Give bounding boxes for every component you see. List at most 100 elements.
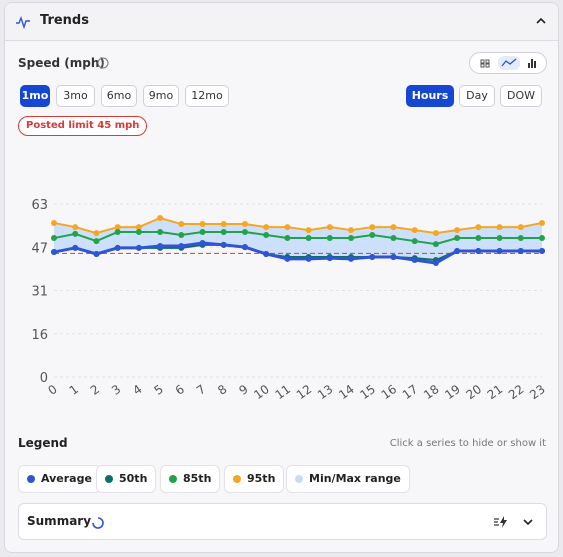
x-tick-label: 15 bbox=[357, 382, 378, 402]
y-tick-label: 63 bbox=[31, 198, 48, 213]
x-tick-label: 17 bbox=[400, 382, 421, 402]
series-point bbox=[326, 224, 333, 231]
series-point bbox=[517, 224, 524, 231]
x-tick-label: 1 bbox=[67, 382, 81, 398]
legend-swatch bbox=[295, 475, 303, 483]
summary-box[interactable]: Summary bbox=[18, 503, 547, 540]
series-point bbox=[51, 249, 57, 256]
series-point bbox=[305, 255, 312, 262]
spinner bbox=[92, 517, 104, 529]
series-point bbox=[199, 239, 206, 246]
series-point bbox=[72, 224, 79, 231]
x-tick-label: 3 bbox=[109, 382, 123, 398]
series-point bbox=[93, 238, 100, 245]
series-point bbox=[305, 235, 312, 242]
series-point bbox=[390, 235, 397, 242]
series-point bbox=[432, 241, 439, 248]
series-point bbox=[475, 247, 482, 254]
legend-swatch bbox=[169, 475, 177, 483]
legend-item[interactable]: Average bbox=[18, 465, 101, 493]
series-point bbox=[93, 230, 100, 237]
range-button[interactable]: 12mo bbox=[185, 85, 229, 107]
y-tick-label: 16 bbox=[31, 328, 48, 343]
x-tick-label: 19 bbox=[442, 382, 463, 402]
y-tick-label: 47 bbox=[31, 241, 48, 256]
quick-icon[interactable] bbox=[493, 515, 509, 529]
series-line bbox=[53, 241, 542, 265]
series-point bbox=[51, 235, 57, 242]
series-point bbox=[241, 221, 248, 228]
x-tick-label: 6 bbox=[173, 382, 187, 398]
series-point bbox=[411, 238, 418, 245]
legend-item[interactable]: Min/Max range bbox=[286, 465, 410, 493]
series-point bbox=[517, 235, 524, 242]
x-tick-label: 2 bbox=[88, 382, 102, 398]
series-point bbox=[114, 244, 121, 251]
granularity-button[interactable]: Day bbox=[459, 85, 495, 107]
range-button[interactable]: 6mo bbox=[101, 85, 137, 107]
series-point bbox=[178, 232, 185, 239]
series-line bbox=[53, 216, 543, 235]
series-point bbox=[454, 227, 461, 234]
series-point bbox=[178, 221, 185, 228]
series-point bbox=[263, 224, 270, 231]
series-point bbox=[241, 229, 248, 236]
series-point bbox=[539, 235, 545, 242]
series-point bbox=[369, 253, 376, 260]
x-tick-label: 21 bbox=[485, 382, 506, 402]
series-point bbox=[432, 230, 439, 237]
series-point bbox=[178, 243, 185, 250]
collapse-icon[interactable] bbox=[535, 16, 547, 26]
limit-badge: Posted limit 45 mph bbox=[18, 116, 148, 136]
range-button[interactable]: 1mo bbox=[20, 85, 50, 107]
series-point bbox=[114, 224, 121, 231]
granularity-button[interactable]: Hours bbox=[406, 85, 454, 107]
series-point bbox=[220, 221, 227, 228]
legend-item[interactable]: 50th bbox=[96, 465, 157, 493]
legend-swatch bbox=[27, 475, 35, 483]
series-point bbox=[263, 232, 270, 239]
range-area bbox=[54, 218, 542, 265]
series-point bbox=[135, 244, 142, 251]
range-button[interactable]: 9mo bbox=[143, 85, 179, 107]
series-point bbox=[72, 244, 79, 251]
expand-icon[interactable] bbox=[522, 517, 534, 527]
series-point bbox=[51, 219, 57, 226]
legend-swatch bbox=[233, 475, 241, 483]
x-tick-label: 20 bbox=[464, 382, 485, 402]
series-point bbox=[157, 229, 164, 236]
series-point bbox=[454, 247, 461, 254]
series-point bbox=[305, 227, 312, 234]
x-tick-label: 5 bbox=[152, 382, 166, 398]
info-icon[interactable] bbox=[97, 57, 109, 69]
granularity-button[interactable]: DOW bbox=[500, 85, 542, 107]
x-tick-label: 22 bbox=[506, 382, 527, 402]
y-tick-label: 31 bbox=[31, 285, 48, 300]
series-point bbox=[475, 235, 482, 242]
trends-card: Trends Speed (mph) 1mo 3mo 6mo 9mo 12mo Hours… bbox=[4, 2, 559, 553]
header[interactable]: Trends bbox=[5, 3, 558, 41]
x-tick-label: 7 bbox=[194, 382, 208, 398]
series-point bbox=[284, 224, 291, 231]
series-point bbox=[390, 224, 397, 231]
view-toggle bbox=[469, 52, 547, 74]
legend-item[interactable]: 85th bbox=[160, 465, 221, 493]
x-tick-label: 16 bbox=[379, 382, 400, 402]
series-point bbox=[475, 224, 482, 231]
legend-item[interactable]: 95th bbox=[224, 465, 285, 493]
series-point bbox=[157, 215, 164, 222]
x-tick-label: 4 bbox=[130, 382, 144, 398]
series-point bbox=[432, 260, 439, 267]
x-tick-label: 13 bbox=[315, 382, 336, 402]
series-point bbox=[348, 235, 355, 242]
range-button[interactable]: 3mo bbox=[56, 85, 95, 107]
x-tick-label: 8 bbox=[215, 382, 229, 398]
x-tick-label: 18 bbox=[421, 382, 442, 402]
series-point bbox=[496, 247, 503, 254]
y-tick-label: 0 bbox=[40, 371, 48, 386]
x-tick-label: 9 bbox=[236, 382, 250, 398]
view-icons[interactable] bbox=[470, 53, 548, 73]
legend-hint: Click a series to hide or show it bbox=[389, 438, 546, 449]
series-point bbox=[199, 229, 206, 236]
series-point bbox=[284, 255, 291, 262]
